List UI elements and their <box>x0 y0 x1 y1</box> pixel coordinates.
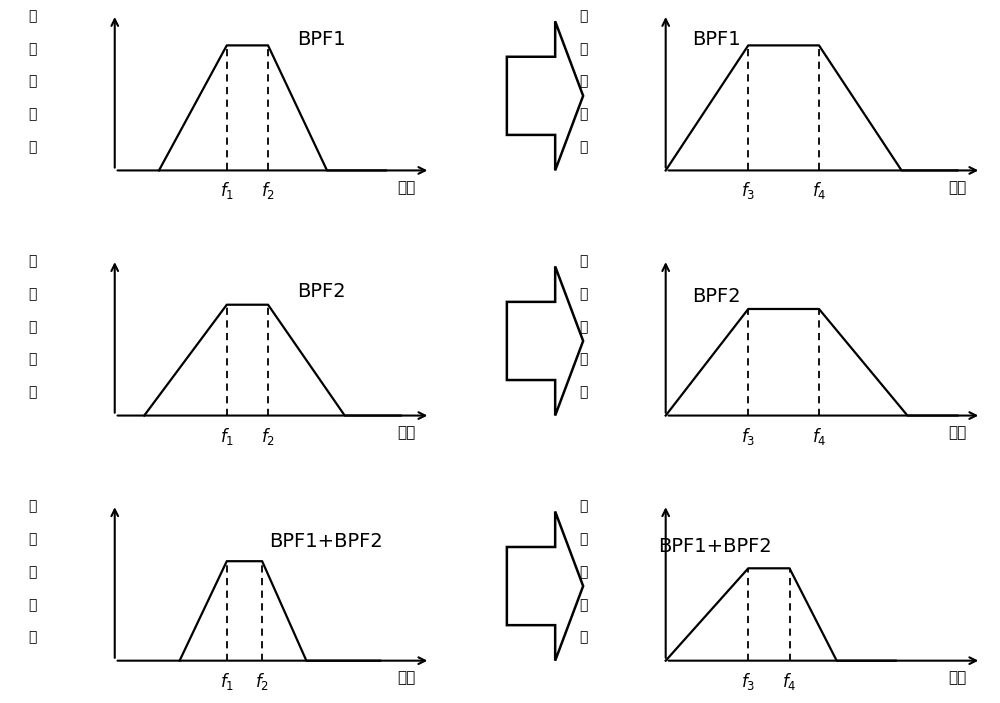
Text: 应: 应 <box>579 385 587 399</box>
Text: 滤: 滤 <box>579 499 587 513</box>
Text: 响: 响 <box>579 598 587 612</box>
Text: BPF2: BPF2 <box>297 282 345 301</box>
Text: 波: 波 <box>579 41 587 56</box>
Text: 器: 器 <box>579 320 587 334</box>
Text: 波: 波 <box>28 532 36 546</box>
Text: BPF1: BPF1 <box>297 30 345 49</box>
Text: 响: 响 <box>28 108 36 122</box>
Text: 器: 器 <box>579 565 587 579</box>
Text: BPF1+BPF2: BPF1+BPF2 <box>270 532 383 551</box>
Text: BPF1+BPF2: BPF1+BPF2 <box>658 538 771 557</box>
Text: 频率: 频率 <box>948 425 967 441</box>
Text: 滤: 滤 <box>28 254 36 268</box>
Text: 应: 应 <box>579 631 587 645</box>
Text: 器: 器 <box>28 320 36 334</box>
Polygon shape <box>507 21 583 170</box>
Text: $f_1$: $f_1$ <box>220 425 234 446</box>
Text: 应: 应 <box>28 141 36 155</box>
Text: $f_3$: $f_3$ <box>741 671 755 692</box>
Text: 滤: 滤 <box>28 9 36 23</box>
Text: 响: 响 <box>579 108 587 122</box>
Polygon shape <box>507 512 583 661</box>
Text: $f_4$: $f_4$ <box>812 425 826 446</box>
Text: $f_2$: $f_2$ <box>261 425 275 446</box>
Text: $f_1$: $f_1$ <box>220 671 234 692</box>
Text: $f_3$: $f_3$ <box>741 425 755 446</box>
Text: 响: 响 <box>28 598 36 612</box>
Text: 频率: 频率 <box>397 671 416 685</box>
Text: 频率: 频率 <box>397 425 416 441</box>
Polygon shape <box>507 266 583 415</box>
Text: 应: 应 <box>579 141 587 155</box>
Text: 器: 器 <box>579 75 587 89</box>
Text: 应: 应 <box>28 631 36 645</box>
Text: $f_2$: $f_2$ <box>255 671 269 692</box>
Text: 应: 应 <box>28 385 36 399</box>
Text: $f_4$: $f_4$ <box>812 181 826 201</box>
Text: $f_3$: $f_3$ <box>741 181 755 201</box>
Text: $f_1$: $f_1$ <box>220 181 234 201</box>
Text: 波: 波 <box>579 287 587 301</box>
Text: 波: 波 <box>28 41 36 56</box>
Text: 频率: 频率 <box>948 181 967 195</box>
Text: 滤: 滤 <box>579 254 587 268</box>
Text: $f_4$: $f_4$ <box>782 671 797 692</box>
Text: $f_2$: $f_2$ <box>261 181 275 201</box>
Text: 频率: 频率 <box>948 671 967 685</box>
Text: BPF1: BPF1 <box>692 30 740 49</box>
Text: 器: 器 <box>28 565 36 579</box>
Text: 响: 响 <box>579 353 587 366</box>
Text: 波: 波 <box>579 532 587 546</box>
Text: 频率: 频率 <box>397 181 416 195</box>
Text: 响: 响 <box>28 353 36 366</box>
Text: BPF2: BPF2 <box>692 287 740 306</box>
Text: 滤: 滤 <box>579 9 587 23</box>
Text: 波: 波 <box>28 287 36 301</box>
Text: 滤: 滤 <box>28 499 36 513</box>
Text: 器: 器 <box>28 75 36 89</box>
